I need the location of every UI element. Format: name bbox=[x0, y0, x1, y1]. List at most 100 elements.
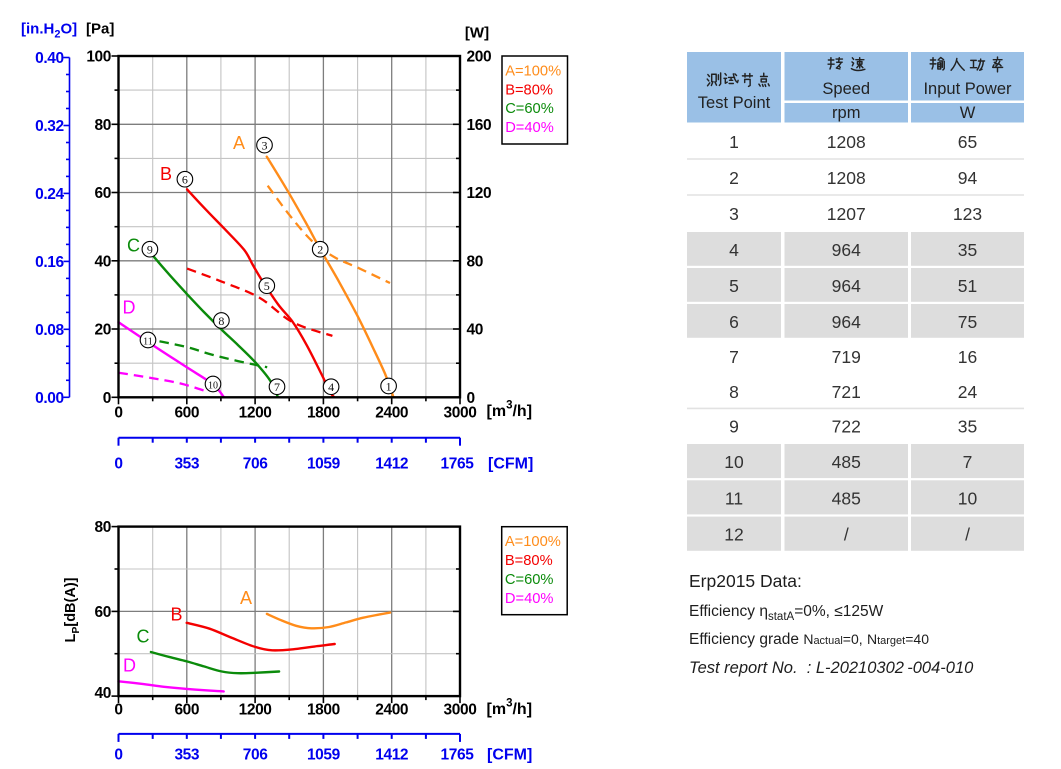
svg-text:B=80%: B=80% bbox=[505, 553, 553, 569]
svg-text:0: 0 bbox=[467, 390, 475, 407]
svg-text:200: 200 bbox=[467, 49, 492, 66]
svg-text:1059: 1059 bbox=[307, 747, 341, 764]
svg-text:2400: 2400 bbox=[375, 405, 408, 422]
svg-text:B: B bbox=[160, 164, 172, 184]
svg-text:0.00: 0.00 bbox=[35, 390, 64, 407]
svg-text:C=60%: C=60% bbox=[505, 572, 554, 588]
svg-text:1: 1 bbox=[386, 379, 392, 393]
svg-text:80: 80 bbox=[467, 253, 483, 270]
svg-text:[W]: [W] bbox=[465, 25, 489, 42]
svg-text:0: 0 bbox=[114, 456, 122, 473]
svg-text:60: 60 bbox=[95, 185, 111, 202]
svg-text:1412: 1412 bbox=[375, 747, 408, 764]
svg-text:2: 2 bbox=[317, 243, 323, 257]
svg-text:100: 100 bbox=[86, 49, 111, 66]
svg-text:C=60%: C=60% bbox=[505, 101, 554, 117]
svg-text:1059: 1059 bbox=[307, 456, 341, 473]
svg-text:485: 485 bbox=[832, 488, 861, 508]
svg-text:20: 20 bbox=[95, 322, 111, 339]
svg-text:0.08: 0.08 bbox=[35, 322, 64, 339]
svg-text:/: / bbox=[844, 525, 849, 545]
svg-text:8: 8 bbox=[218, 314, 224, 328]
svg-text:1208: 1208 bbox=[827, 168, 866, 188]
svg-text:4: 4 bbox=[729, 240, 739, 260]
svg-text:2400: 2400 bbox=[375, 702, 408, 719]
svg-text:1800: 1800 bbox=[307, 405, 340, 422]
svg-text:[Pa]: [Pa] bbox=[86, 21, 114, 38]
svg-text:3: 3 bbox=[729, 204, 739, 224]
svg-text:0.40: 0.40 bbox=[35, 50, 64, 67]
svg-text:Input Power: Input Power bbox=[923, 80, 1012, 98]
svg-text:600: 600 bbox=[174, 405, 199, 422]
svg-text:10: 10 bbox=[724, 452, 744, 472]
svg-text:8: 8 bbox=[729, 382, 739, 402]
svg-text:1800: 1800 bbox=[307, 702, 340, 719]
svg-text:6: 6 bbox=[729, 312, 739, 332]
svg-text:11: 11 bbox=[725, 488, 743, 508]
svg-text:Efficiency ηstatA=0%, ≤125W: Efficiency ηstatA=0%, ≤125W bbox=[689, 603, 884, 623]
svg-text:2: 2 bbox=[729, 168, 739, 188]
svg-text:35: 35 bbox=[958, 240, 977, 260]
svg-text:1765: 1765 bbox=[441, 747, 475, 764]
svg-text:60: 60 bbox=[95, 604, 111, 621]
svg-text:16: 16 bbox=[958, 347, 977, 367]
svg-text:4: 4 bbox=[328, 380, 334, 394]
svg-text:1: 1 bbox=[729, 132, 739, 152]
svg-text:65: 65 bbox=[958, 132, 977, 152]
svg-text:3000: 3000 bbox=[444, 702, 477, 719]
svg-text:24: 24 bbox=[958, 382, 978, 402]
svg-text:rpm: rpm bbox=[832, 104, 860, 122]
svg-text:[in.H2O]: [in.H2O] bbox=[21, 21, 77, 41]
svg-text:40: 40 bbox=[467, 322, 483, 339]
svg-text:3000: 3000 bbox=[444, 405, 477, 422]
svg-text:Erp2015 Data:: Erp2015 Data: bbox=[689, 571, 802, 591]
svg-text:75: 75 bbox=[958, 312, 977, 332]
svg-text:964: 964 bbox=[832, 240, 861, 260]
svg-text:[CFM]: [CFM] bbox=[487, 747, 532, 764]
svg-text:0: 0 bbox=[114, 702, 122, 719]
svg-text:1765: 1765 bbox=[441, 456, 475, 473]
svg-text:A=100%: A=100% bbox=[505, 534, 561, 550]
svg-text:0.16: 0.16 bbox=[35, 254, 64, 271]
svg-text:80: 80 bbox=[95, 519, 111, 536]
svg-text:Test report No. : L-20210302: Test report No. : L-20210302 -004-010 bbox=[689, 659, 974, 677]
svg-text:964: 964 bbox=[832, 276, 861, 296]
svg-text:D=40%: D=40% bbox=[505, 120, 554, 136]
svg-text:485: 485 bbox=[832, 452, 861, 472]
svg-text:0: 0 bbox=[114, 405, 122, 422]
svg-text:1412: 1412 bbox=[375, 456, 408, 473]
svg-text:353: 353 bbox=[174, 456, 199, 473]
svg-text:C: C bbox=[137, 627, 150, 647]
svg-text:9: 9 bbox=[729, 417, 739, 437]
svg-text:0: 0 bbox=[114, 747, 122, 764]
svg-text:80: 80 bbox=[95, 117, 111, 134]
svg-text:A: A bbox=[240, 588, 252, 608]
svg-text:964: 964 bbox=[832, 312, 861, 332]
svg-text:706: 706 bbox=[243, 747, 268, 764]
svg-text:W: W bbox=[960, 104, 976, 122]
svg-text:D=40%: D=40% bbox=[505, 591, 554, 607]
svg-text:[CFM]: [CFM] bbox=[488, 456, 533, 473]
svg-text:A: A bbox=[233, 133, 245, 153]
svg-text:12: 12 bbox=[724, 525, 743, 545]
svg-text:600: 600 bbox=[174, 702, 199, 719]
svg-text:[m3/h]: [m3/h] bbox=[487, 698, 533, 719]
svg-text:40: 40 bbox=[95, 253, 111, 270]
svg-text:719: 719 bbox=[832, 347, 861, 367]
svg-text:D: D bbox=[123, 656, 136, 676]
svg-text:Test Point: Test Point bbox=[698, 94, 771, 112]
svg-text:7: 7 bbox=[274, 380, 280, 394]
svg-text:6: 6 bbox=[182, 173, 188, 187]
svg-text:0: 0 bbox=[103, 390, 111, 407]
svg-text:7: 7 bbox=[729, 347, 739, 367]
svg-text:94: 94 bbox=[958, 168, 978, 188]
svg-text:10: 10 bbox=[208, 380, 218, 391]
svg-text:1200: 1200 bbox=[239, 702, 272, 719]
svg-text:0.32: 0.32 bbox=[35, 118, 64, 135]
svg-text:A=100%: A=100% bbox=[505, 64, 561, 80]
svg-text:35: 35 bbox=[958, 417, 977, 437]
svg-text:721: 721 bbox=[832, 382, 861, 402]
svg-text:3: 3 bbox=[262, 138, 268, 152]
svg-text:5: 5 bbox=[729, 276, 739, 296]
svg-text:[m3/h]: [m3/h] bbox=[487, 400, 533, 421]
